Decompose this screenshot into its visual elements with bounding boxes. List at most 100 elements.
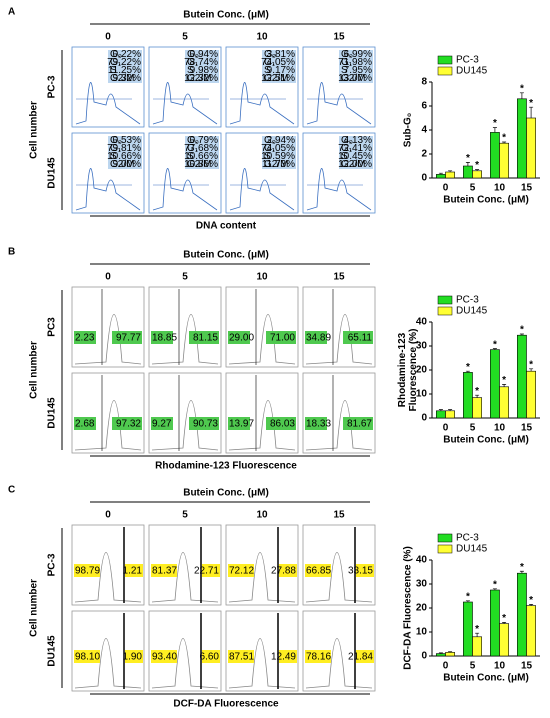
bar — [436, 410, 446, 419]
bar — [445, 171, 455, 179]
value-text: 87.51 — [229, 652, 254, 663]
error-bar — [465, 600, 470, 602]
histogram — [306, 168, 372, 211]
histogram — [151, 552, 219, 603]
row-label: PC3 — [47, 317, 58, 337]
bar — [517, 334, 527, 419]
x-tick-label: 5 — [470, 423, 476, 434]
bar — [463, 165, 473, 179]
plot-frame — [148, 286, 222, 368]
error-bar — [492, 588, 497, 590]
value-box — [228, 417, 250, 430]
significance: * — [529, 98, 533, 109]
phase-label: G₀ — [110, 135, 122, 146]
value-box — [228, 564, 254, 577]
plot-frame — [302, 286, 376, 368]
phase-label: G2/M — [187, 159, 211, 170]
panel-letter: C — [8, 485, 15, 496]
legend-swatch — [437, 544, 453, 554]
value-box — [305, 417, 327, 430]
bar — [499, 623, 509, 657]
legend-swatch — [437, 533, 453, 543]
conc-label: 0 — [105, 272, 111, 283]
significance: * — [529, 595, 533, 606]
phase-label: G2/M — [264, 159, 288, 170]
x-title: Butein Conc. (μM) — [443, 673, 529, 684]
phase-value: 12.51% — [261, 73, 295, 84]
phase-value: 10.86% — [184, 159, 218, 170]
value-text: 72.12 — [229, 566, 254, 577]
value-text: 71.00 — [270, 333, 295, 344]
error-bar — [502, 141, 507, 144]
x-tick-label: 0 — [443, 661, 449, 672]
phase-label: G₀ — [264, 49, 276, 60]
stat-box — [108, 50, 142, 83]
phase-value: 10.59% — [261, 151, 295, 162]
significance: * — [529, 359, 533, 370]
value-text: 29.00 — [229, 333, 254, 344]
phase-label: S — [264, 65, 271, 76]
bar — [517, 98, 527, 179]
bar — [490, 589, 500, 657]
plot-frame — [71, 286, 145, 368]
value-text: 18.85 — [152, 333, 177, 344]
row-label: PC-3 — [47, 553, 58, 576]
value-box — [125, 650, 143, 663]
cell-number: Cell number — [29, 341, 40, 399]
phase-value: 10.45% — [338, 151, 372, 162]
error-bar — [519, 92, 524, 99]
phase-label: G₀ — [264, 135, 276, 146]
significance: * — [502, 613, 506, 624]
value-text: 78.16 — [306, 652, 331, 663]
histogram — [305, 314, 373, 365]
histogram — [305, 638, 373, 689]
phase-value: 2.94% — [267, 135, 295, 146]
error-bar — [448, 409, 453, 411]
value-box — [228, 650, 254, 663]
x-tick-label: 15 — [521, 423, 533, 434]
value-box — [305, 564, 331, 577]
value-box — [279, 564, 297, 577]
phase-value: 0.94% — [190, 49, 218, 60]
row-label: PC-3 — [47, 75, 58, 98]
legend-label: DU145 — [456, 66, 488, 77]
significance: * — [502, 133, 506, 144]
value-box — [112, 331, 142, 344]
phase-label: G₀ — [341, 135, 353, 146]
value-box — [189, 331, 219, 344]
value-text: 34.89 — [306, 333, 331, 344]
value-text: 21.84 — [348, 652, 373, 663]
bar — [445, 652, 455, 657]
stat-box — [339, 136, 373, 169]
conc-label: 5 — [182, 272, 188, 283]
y-tick-label: 2 — [421, 149, 427, 160]
value-box — [266, 331, 296, 344]
y-tick-label: 20 — [416, 365, 428, 376]
y-title: DCF-DA Fluorescence (%) — [403, 546, 414, 670]
value-box — [228, 331, 250, 344]
phase-label: G₀ — [341, 49, 353, 60]
phase-value: 11.73% — [262, 159, 295, 170]
x-tick-label: 10 — [494, 183, 506, 194]
phase-value: 77.68% — [184, 143, 218, 154]
phase-label: S — [110, 151, 117, 162]
phase-label: S — [341, 65, 348, 76]
y-title: Sub-G₀ — [403, 113, 414, 148]
histogram — [151, 638, 219, 689]
value-box — [279, 650, 297, 663]
value-text: 93.40 — [152, 652, 177, 663]
phase-label: G2/M — [264, 73, 288, 84]
error-bar — [448, 170, 453, 172]
value-text: 1.21 — [123, 566, 143, 577]
phase-label: G₀ — [187, 49, 199, 60]
x-title: DNA content — [196, 221, 257, 232]
error-bar — [438, 172, 443, 175]
histogram — [228, 552, 296, 603]
x-tick-label: 15 — [521, 183, 533, 194]
value-text: 2.23 — [75, 333, 95, 344]
phase-label: S — [264, 151, 271, 162]
phase-value: 9.17% — [267, 65, 295, 76]
x-tick-label: 0 — [443, 423, 449, 434]
value-text: 9.27 — [152, 419, 172, 430]
value-box — [356, 650, 374, 663]
